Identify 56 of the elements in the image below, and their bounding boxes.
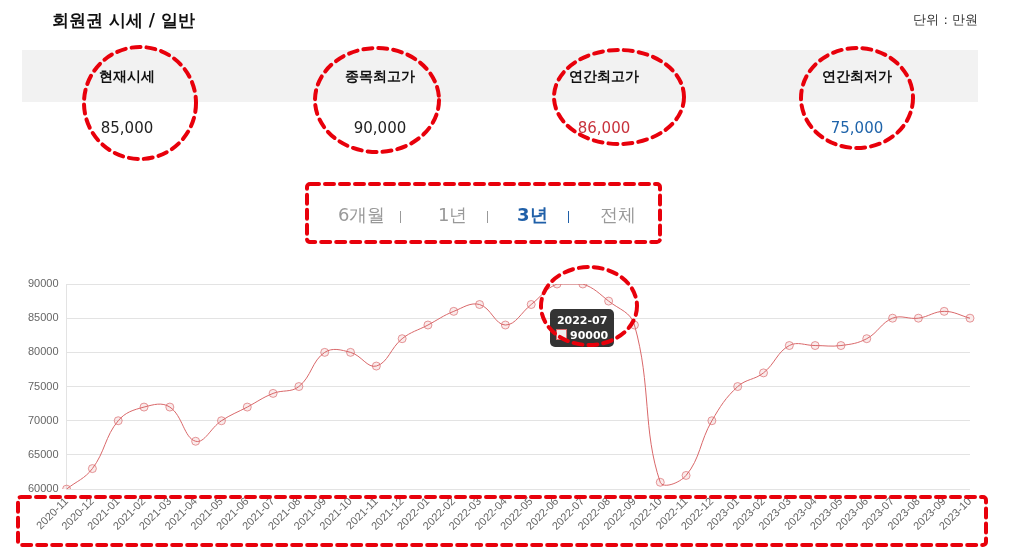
text: 단위 : 만원 bbox=[913, 11, 978, 29]
point bbox=[449, 306, 459, 316]
text: 3년 bbox=[517, 203, 548, 227]
annotation: 2022-07 bbox=[556, 313, 609, 328]
point bbox=[320, 347, 330, 357]
y-tick-label: 65000 bbox=[27, 447, 59, 460]
point bbox=[397, 334, 407, 344]
point bbox=[139, 402, 149, 412]
y-tick-label: 60000 bbox=[27, 482, 59, 495]
point bbox=[165, 402, 175, 412]
point bbox=[784, 341, 794, 351]
text: 6개월 bbox=[338, 203, 386, 227]
text: 종목최고가 bbox=[344, 68, 416, 86]
text: 85,000 bbox=[99, 119, 155, 137]
y-tick-label: 70000 bbox=[27, 413, 59, 426]
point bbox=[191, 436, 201, 446]
text: 현재시세 bbox=[98, 68, 156, 86]
text: 90,000 bbox=[352, 119, 408, 137]
point bbox=[733, 382, 743, 392]
point bbox=[475, 300, 485, 310]
point bbox=[707, 416, 717, 426]
y-tick-label: 75000 bbox=[27, 379, 59, 392]
point bbox=[939, 306, 949, 316]
point bbox=[526, 300, 536, 310]
tooltip: 2022-07 90000 bbox=[550, 309, 615, 347]
text: 연간최고가 bbox=[568, 68, 640, 86]
point bbox=[87, 464, 97, 474]
point bbox=[423, 320, 433, 330]
text: 회원권 시세 / 일반 bbox=[52, 9, 195, 32]
point bbox=[965, 313, 975, 323]
point bbox=[836, 341, 846, 351]
point bbox=[681, 470, 691, 480]
text: 86,000 bbox=[576, 119, 632, 137]
y-tick-label: 80000 bbox=[27, 345, 59, 358]
text: 75,000 bbox=[829, 119, 885, 137]
point bbox=[294, 382, 304, 392]
point bbox=[113, 416, 123, 426]
point bbox=[759, 368, 769, 378]
point bbox=[242, 402, 252, 412]
point bbox=[371, 361, 381, 371]
point bbox=[655, 477, 665, 487]
point bbox=[862, 334, 872, 344]
annotation: 90000 bbox=[569, 328, 609, 343]
y-tick-label: 90000 bbox=[27, 277, 59, 290]
point bbox=[888, 313, 898, 323]
point bbox=[604, 296, 614, 306]
y-tick-label: 85000 bbox=[27, 311, 59, 324]
point bbox=[216, 416, 226, 426]
text: 1년 bbox=[438, 203, 468, 227]
point bbox=[268, 388, 278, 398]
text: 연간최저가 bbox=[821, 68, 893, 86]
point bbox=[346, 347, 356, 357]
point bbox=[810, 341, 820, 351]
point bbox=[913, 313, 923, 323]
point bbox=[500, 320, 510, 330]
text: 전체 bbox=[600, 203, 636, 227]
